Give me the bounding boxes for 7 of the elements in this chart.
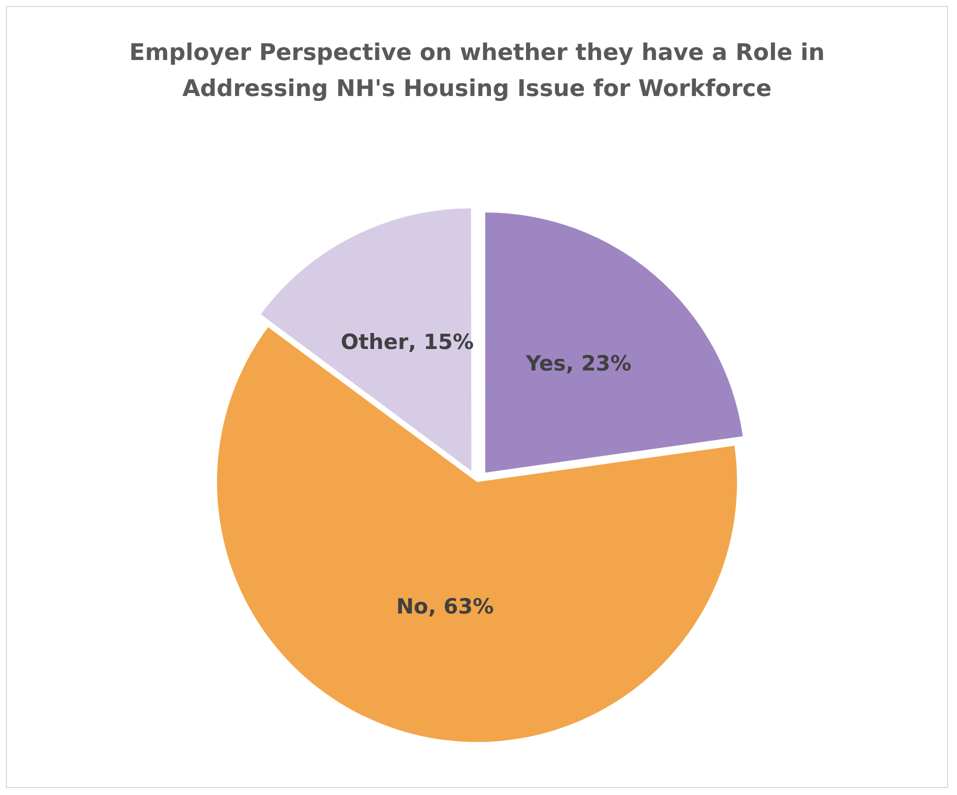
slice-label: Other [340,330,409,354]
slice-label: No [396,594,428,618]
data-label: , 15% [408,330,474,354]
slice-label: Yes [524,351,566,376]
data-label: , 63% [428,594,494,618]
data-label: , 23% [566,351,632,376]
chart-title: Employer Perspective on whether they have a Role in Addressing NH's Housing Issue for Workforce [128,39,826,104]
